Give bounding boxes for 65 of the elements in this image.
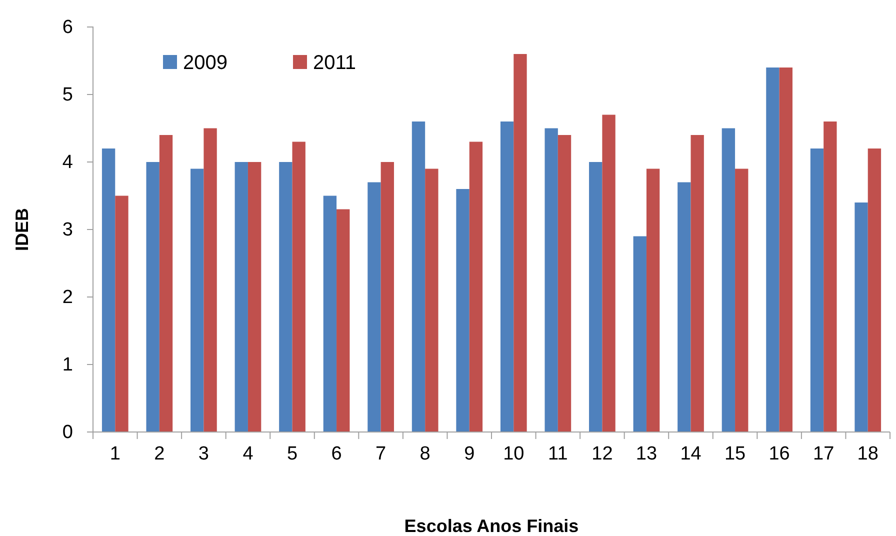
y-axis-title: IDEB	[12, 208, 32, 252]
y-tick-label: 0	[62, 422, 73, 444]
y-tick-label: 5	[62, 84, 73, 106]
x-tick-label: 11	[548, 443, 568, 464]
bar	[412, 122, 426, 432]
bar	[159, 135, 173, 432]
x-tick-label: 12	[592, 443, 613, 464]
bar	[146, 162, 160, 432]
y-tick-label: 3	[62, 220, 73, 241]
bar	[854, 202, 868, 432]
bar	[824, 122, 837, 432]
legend-label: 2011	[313, 52, 356, 74]
bar	[722, 128, 736, 432]
bar	[279, 162, 292, 432]
bar	[469, 142, 483, 432]
bar	[323, 196, 337, 432]
bar	[292, 142, 306, 432]
bar	[514, 54, 527, 432]
bar	[558, 135, 572, 432]
x-tick-label: 15	[724, 443, 746, 464]
x-tick-label: 1	[110, 443, 120, 464]
bar	[425, 168, 438, 432]
y-tick-label: 1	[62, 354, 73, 376]
bar	[589, 162, 602, 432]
bar	[544, 128, 558, 432]
x-tick-label: 13	[636, 443, 658, 464]
x-tick-label: 7	[376, 443, 386, 464]
bar	[810, 148, 824, 432]
x-tick-label: 17	[813, 443, 834, 464]
x-axis-title: Escolas Anos Finais	[404, 516, 579, 536]
y-tick-label: 4	[62, 152, 74, 174]
bar	[735, 168, 748, 432]
bar	[336, 209, 350, 432]
x-tick-label: 9	[464, 443, 475, 464]
bar	[115, 196, 128, 432]
bar	[204, 128, 217, 432]
x-tick-label: 16	[768, 443, 790, 464]
y-tick-label: 2	[62, 287, 73, 308]
bar	[248, 162, 262, 432]
bar	[779, 68, 792, 432]
x-tick-label: 8	[420, 443, 430, 464]
bar	[102, 148, 116, 432]
bar	[380, 162, 394, 432]
bar	[678, 182, 691, 432]
y-tick-label: 6	[62, 17, 73, 38]
x-tick-label: 3	[198, 443, 209, 464]
x-tick-label: 10	[503, 443, 524, 464]
bar	[190, 168, 204, 432]
x-tick-label: 5	[286, 443, 298, 464]
x-tick-label: 18	[857, 443, 878, 464]
bar	[500, 122, 514, 432]
bar	[766, 68, 780, 432]
bar	[234, 162, 248, 432]
x-tick-label: 6	[331, 443, 342, 464]
bar	[690, 135, 704, 432]
bar	[633, 236, 646, 432]
bar	[368, 182, 381, 432]
bar	[868, 148, 882, 432]
legend-label: 2009	[183, 52, 228, 74]
bar	[456, 189, 470, 432]
bar	[646, 168, 660, 432]
x-tick-label: 2	[154, 443, 165, 464]
x-tick-label: 4	[242, 443, 254, 464]
x-tick-label: 14	[680, 443, 702, 464]
bar	[602, 114, 616, 432]
